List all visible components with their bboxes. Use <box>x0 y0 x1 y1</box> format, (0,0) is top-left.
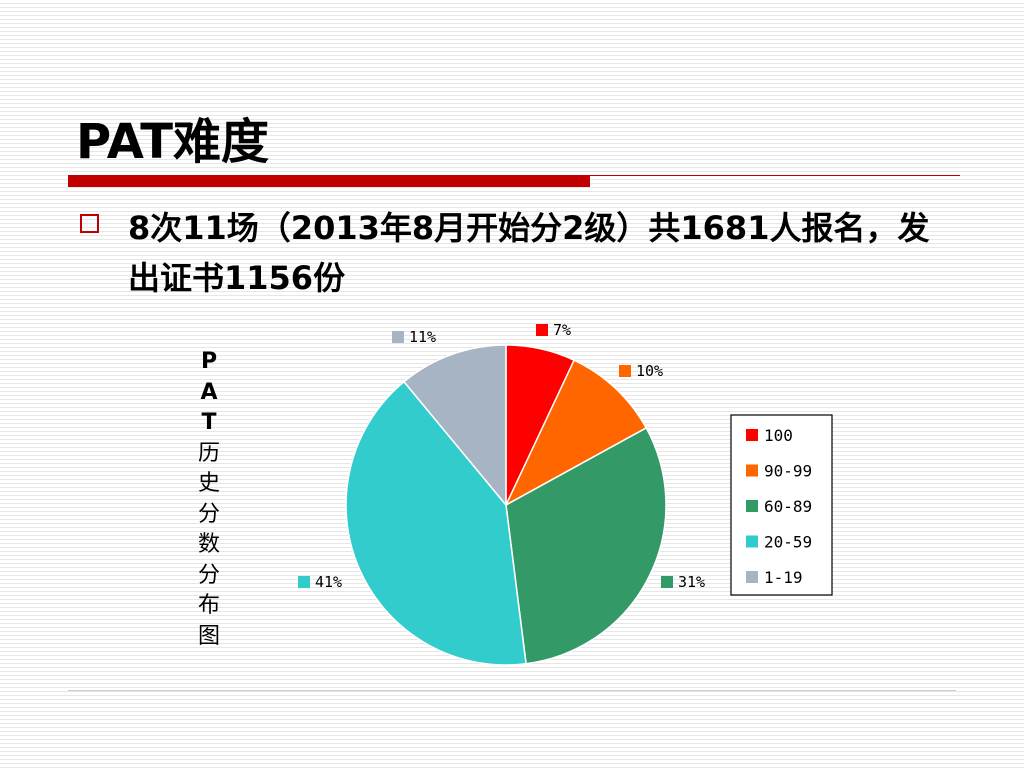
vertical-label-char: 历 <box>197 440 220 466</box>
data-label: 31% <box>678 573 705 591</box>
vertical-label-char: 史 <box>197 471 220 496</box>
vertical-label-char: P <box>200 349 218 374</box>
vertical-label-char: 数 <box>197 532 220 557</box>
bullet-text: 8次11场（2013年8月开始分2级）共1681人报名，发出证书1156份 <box>128 209 930 297</box>
title-underline-rule <box>590 175 960 176</box>
footer-divider <box>68 690 956 691</box>
legend-swatch <box>746 571 758 583</box>
data-label: 41% <box>315 573 342 591</box>
vertical-label-char: 图 <box>197 623 220 649</box>
square-bullet-icon <box>80 214 99 233</box>
slide-title: PAT难度 <box>76 114 269 170</box>
data-label-swatch <box>392 331 404 343</box>
legend-entry: 90-99 <box>764 462 812 481</box>
data-label-swatch <box>298 576 310 588</box>
legend-swatch <box>746 535 758 548</box>
legend-swatch <box>746 500 758 512</box>
data-label-swatch <box>619 365 631 377</box>
pie-slice-90-99 <box>504 359 648 507</box>
legend-entry: 1-19 <box>764 568 803 587</box>
vertical-label-char: 分 <box>197 562 220 588</box>
legend-swatch <box>746 464 758 477</box>
pie-slice-1-19 <box>402 344 507 508</box>
title-underline-bar <box>68 175 590 187</box>
data-label: 7% <box>553 321 571 339</box>
legend-entry: 20-59 <box>764 533 812 552</box>
pie-slice-60-89 <box>505 426 667 665</box>
data-label-swatch <box>536 324 548 336</box>
vertical-label-char: T <box>201 410 217 435</box>
pie-slice-20-59 <box>345 380 527 666</box>
data-label-swatch <box>661 576 673 588</box>
vertical-label-char: 布 <box>197 593 220 618</box>
legend-entry: 60-89 <box>764 497 812 516</box>
legend-entry: 100 <box>764 426 793 445</box>
data-label: 11% <box>409 328 436 346</box>
legend-swatch <box>746 429 758 441</box>
vertical-label-char: A <box>200 379 218 405</box>
data-label: 10% <box>636 362 663 380</box>
vertical-label-char: 分 <box>197 501 220 527</box>
